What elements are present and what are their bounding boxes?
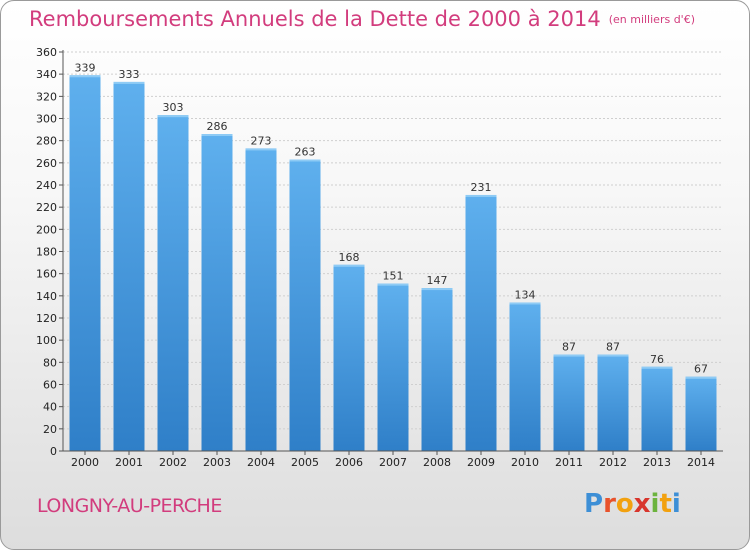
x-tick-label: 2008: [423, 456, 451, 469]
y-tick-label: 340: [36, 68, 57, 81]
chart-title: Remboursements Annuels de la Dette de 20…: [29, 7, 695, 31]
data-label: 168: [339, 251, 360, 264]
data-label: 87: [606, 341, 620, 354]
y-tick-label: 160: [36, 268, 57, 281]
y-tick-label: 0: [50, 445, 57, 458]
logo-letter: x: [633, 489, 651, 519]
x-tick-label: 2005: [291, 456, 319, 469]
bar: [69, 75, 101, 452]
x-tick-label: 2003: [203, 456, 231, 469]
bar-highlight: [289, 159, 321, 162]
bar-highlight: [509, 302, 541, 305]
data-label: 286: [207, 120, 228, 133]
bar: [641, 366, 673, 451]
chart-title-text: Remboursements Annuels de la Dette de 20…: [29, 7, 601, 31]
labels: 0 20 40 60 80 100 120 140 160 180 200 220 240 260 280 3…: [36, 46, 715, 469]
y-tick-label: 260: [36, 157, 57, 170]
bar: [553, 354, 585, 451]
data-label: 263: [295, 146, 316, 159]
bar-highlight: [157, 115, 189, 118]
y-tick-label: 180: [36, 246, 57, 259]
y-tick-label: 300: [36, 113, 57, 126]
bar-highlight: [421, 288, 453, 291]
data-label: 134: [515, 288, 536, 301]
data-label: 231: [471, 181, 492, 194]
x-tick-label: 2009: [467, 456, 495, 469]
x-tick-label: 2014: [687, 456, 715, 469]
y-tick-label: 120: [36, 312, 57, 325]
bar-highlight: [597, 354, 629, 357]
axes: [59, 50, 723, 455]
bar: [685, 376, 717, 451]
y-tick-label: 220: [36, 201, 57, 214]
x-tick-label: 2001: [115, 456, 143, 469]
logo-letter: o: [615, 489, 634, 519]
bar-highlight: [685, 376, 717, 379]
y-tick-label: 280: [36, 135, 57, 148]
data-label: 151: [383, 270, 404, 283]
bar: [289, 159, 321, 451]
y-tick-label: 320: [36, 90, 57, 103]
logo-letter: P: [584, 489, 604, 519]
bar: [597, 354, 629, 451]
x-tick-label: 2012: [599, 456, 627, 469]
y-tick-label: 100: [36, 334, 57, 347]
x-tick-label: 2006: [335, 456, 363, 469]
x-tick-label: 2011: [555, 456, 583, 469]
data-label: 339: [75, 61, 96, 74]
bar-highlight: [113, 81, 145, 84]
y-tick-label: 360: [36, 46, 57, 59]
x-tick-label: 2004: [247, 456, 275, 469]
bar-highlight: [333, 264, 365, 267]
logo-letter: r: [603, 489, 616, 519]
data-label: 67: [694, 363, 708, 376]
bar: [509, 302, 541, 451]
bar-highlight: [641, 366, 673, 369]
y-tick-label: 60: [43, 379, 57, 392]
x-tick-label: 2013: [643, 456, 671, 469]
y-tick-label: 200: [36, 223, 57, 236]
bar: [421, 288, 453, 451]
data-label: 303: [163, 101, 184, 114]
location-name: LONGNY-AU-PERCHE: [37, 495, 222, 517]
bar: [201, 134, 233, 451]
bar: [157, 115, 189, 452]
bar-highlight: [465, 194, 497, 197]
x-tick-label: 2010: [511, 456, 539, 469]
data-label: 76: [650, 353, 664, 366]
x-tick-label: 2007: [379, 456, 407, 469]
logo-letter: i: [671, 489, 681, 519]
data-label: 147: [427, 274, 448, 287]
bar-highlight: [245, 148, 277, 151]
proxiti-logo: Proxiti: [584, 489, 681, 519]
data-label: 87: [562, 341, 576, 354]
logo-letter: i: [650, 489, 660, 519]
x-tick-label: 2000: [71, 456, 99, 469]
y-tick-label: 40: [43, 401, 57, 414]
y-tick-label: 140: [36, 290, 57, 303]
logo-letter: t: [659, 489, 672, 519]
bar: [113, 81, 145, 452]
x-tick-label: 2002: [159, 456, 187, 469]
data-label: 273: [251, 134, 272, 147]
bar-highlight: [69, 75, 101, 78]
bar-highlight: [377, 283, 409, 286]
bars: [69, 75, 717, 452]
bar: [333, 264, 365, 451]
bar: [465, 194, 497, 451]
bar: [245, 148, 277, 452]
bar-highlight: [553, 354, 585, 357]
y-tick-label: 240: [36, 179, 57, 192]
chart-unit-note: (en milliers d'€): [608, 13, 695, 26]
data-label: 333: [119, 68, 140, 81]
y-tick-label: 80: [43, 356, 57, 369]
y-tick-label: 20: [43, 423, 57, 436]
bar: [377, 283, 409, 451]
bar-highlight: [201, 134, 233, 137]
